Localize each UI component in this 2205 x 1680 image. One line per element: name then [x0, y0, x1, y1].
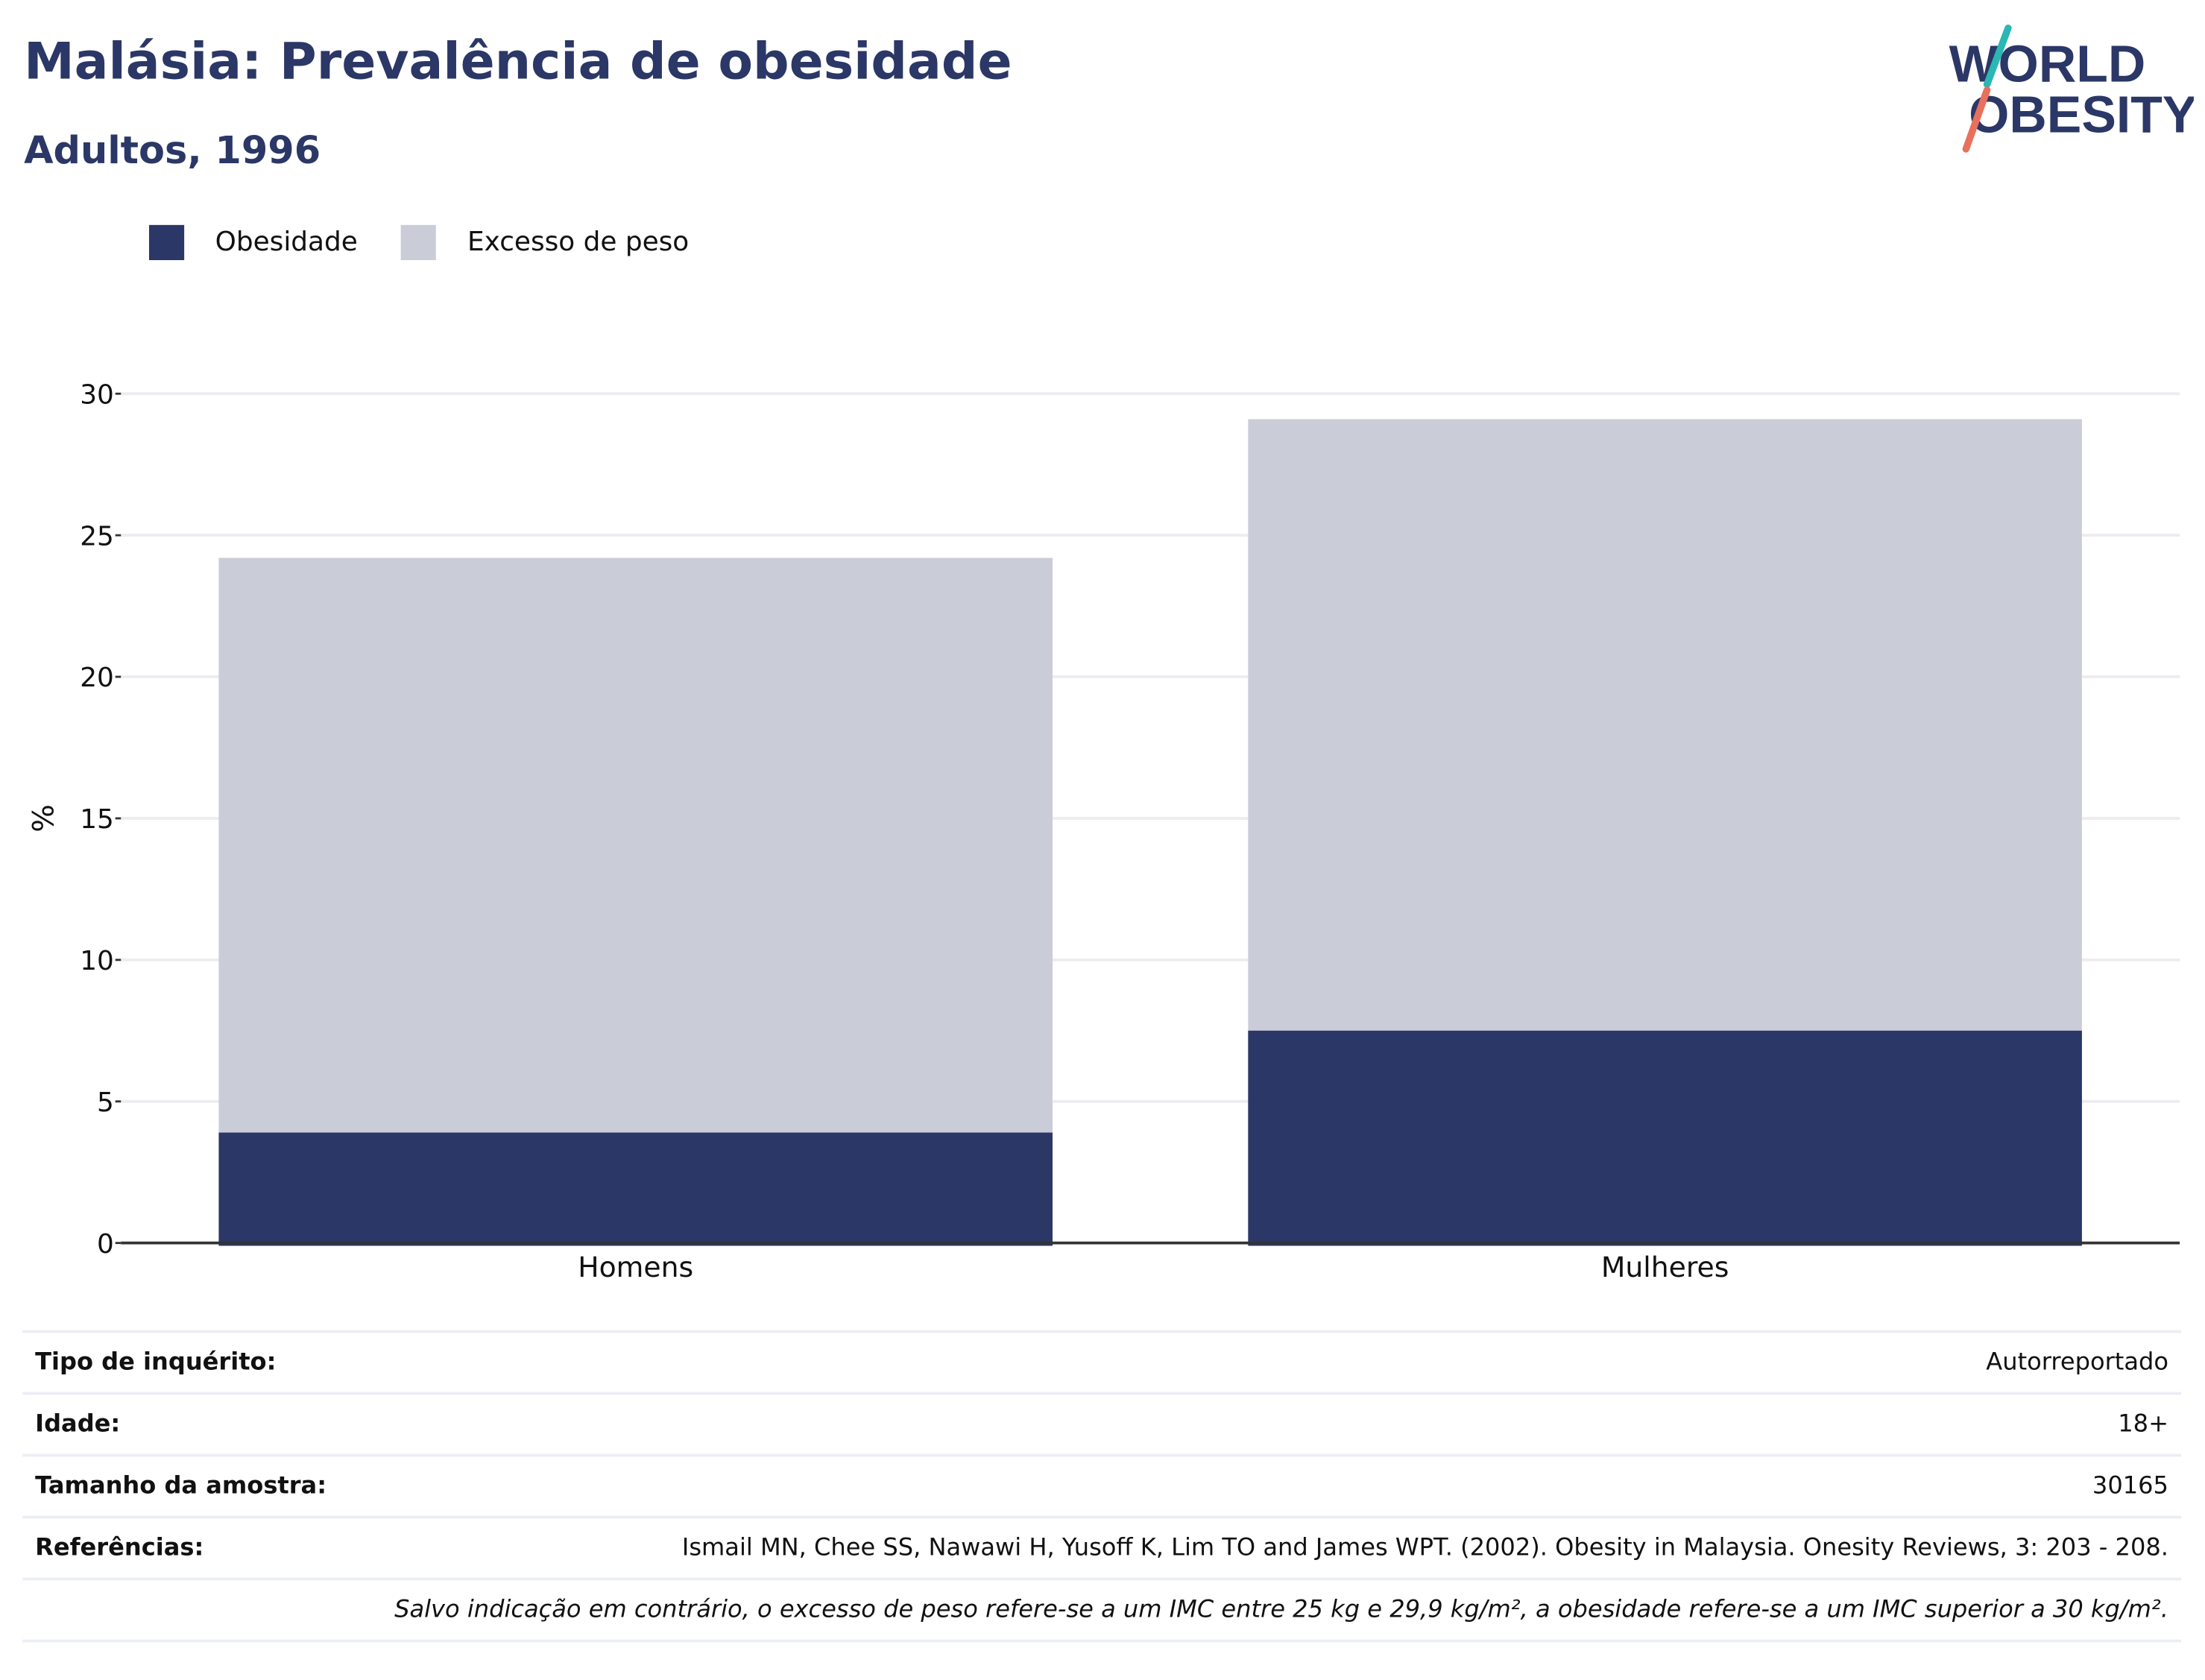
world-obesity-logo: WORLD OBESITY [1949, 25, 2194, 153]
bar-obesity-mulheres [1248, 1030, 2082, 1246]
legend-label-overweight: Excesso de peso [467, 226, 690, 258]
info-value: Autorreportado [1986, 1348, 2168, 1377]
info-label: Idade: [35, 1410, 121, 1439]
page-title: Malásia: Prevalência de obesidade [24, 34, 1012, 92]
logo-line2: OBESITY [1969, 85, 2194, 143]
page-subtitle: Adultos, 1996 [24, 129, 321, 174]
info-row-survey-type: Tipo de inquérito: Autorreportado [22, 1333, 2181, 1395]
info-label: Tamanho da amostra: [35, 1472, 327, 1500]
legend-item-obesity[interactable]: Obesidade [148, 224, 358, 260]
bar-overweight-homens [218, 558, 1053, 1246]
x-tick-label: Mulheres [1601, 1251, 1729, 1283]
y-tick-label: 20 [80, 663, 114, 693]
info-row-sample-size: Tamanho da amostra: 30165 [22, 1456, 2181, 1519]
y-tick-label: 15 [80, 804, 114, 835]
logo-line1: WORLD [1949, 34, 2146, 92]
y-tick-label: 5 [97, 1087, 114, 1118]
bar-chart: 0 5 10 15 20 25 30% Homens Mulheres [27, 379, 2180, 1283]
info-label: Referências: [35, 1534, 204, 1562]
info-label: Tipo de inquérito: [35, 1348, 277, 1377]
y-tick-label: 30 [80, 379, 114, 410]
legend-label-obesity: Obesidade [215, 226, 358, 258]
legend-item-overweight[interactable]: Excesso de peso [401, 224, 690, 260]
info-row-references: Referências: Ismail MN, Chee SS, Nawawi … [22, 1518, 2181, 1581]
bar-obesity-homens [218, 1132, 1053, 1246]
y-tick-label: 0 [97, 1229, 114, 1260]
note-text: Salvo indicação em contrário, o excesso … [394, 1596, 2168, 1624]
y-tick-label: 25 [80, 521, 114, 552]
chart-legend: Obesidade Excesso de peso [148, 222, 733, 262]
legend-swatch-obesity [148, 224, 185, 260]
y-tick-label: 10 [80, 946, 114, 976]
info-value: 18+ [2118, 1410, 2168, 1439]
info-row-age: Idade: 18+ [22, 1395, 2181, 1457]
definition-note: Salvo indicação em contrário, o excesso … [22, 1580, 2181, 1643]
info-value: Ismail MN, Chee SS, Nawawi H, Yusoff K, … [681, 1534, 2168, 1562]
legend-swatch-overweight [401, 224, 437, 260]
info-value: 30165 [2092, 1472, 2168, 1500]
survey-info-table: Tipo de inquérito: Autorreportado Idade:… [22, 1330, 2181, 1643]
x-tick-label: Homens [578, 1251, 693, 1283]
y-axis-label: % [27, 804, 61, 833]
